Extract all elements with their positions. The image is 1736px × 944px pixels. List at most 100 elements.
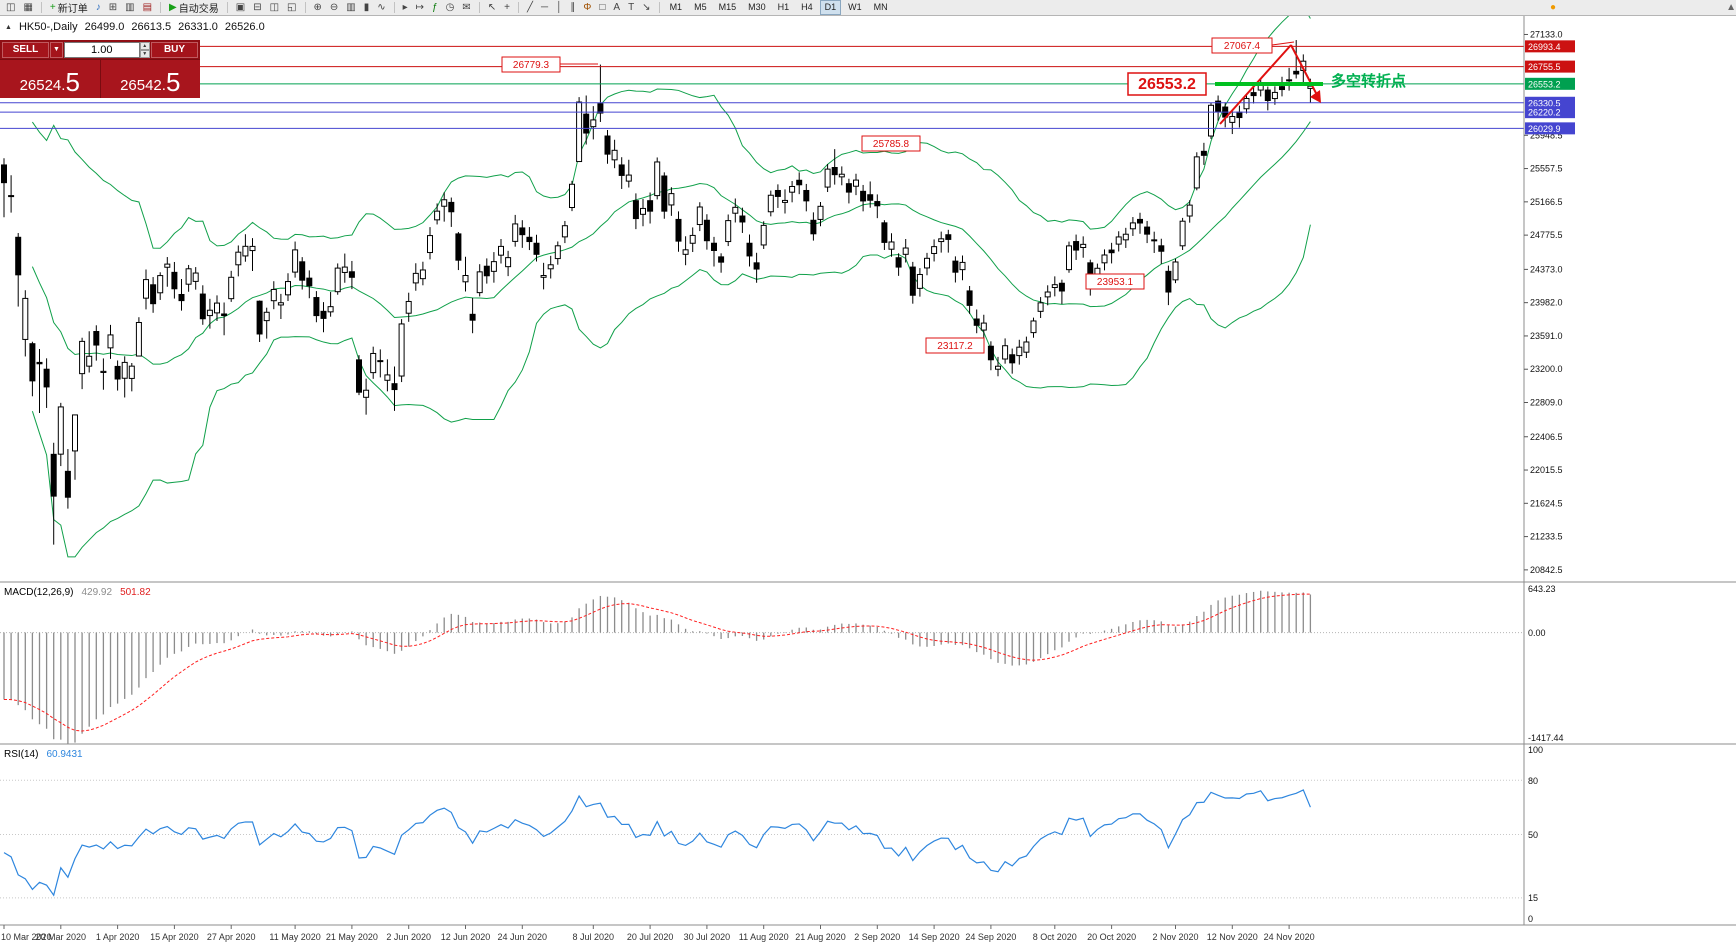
auto-scroll-icon[interactable]: ▸ xyxy=(400,1,411,15)
sound-alert-icon[interactable]: ♪ xyxy=(93,1,104,15)
svg-text:2 Jun 2020: 2 Jun 2020 xyxy=(386,932,431,942)
period-icon[interactable]: ◷ xyxy=(443,1,458,15)
navigator-icon[interactable]: ▤ xyxy=(140,1,155,15)
horizontal-line-icon[interactable]: ─ xyxy=(538,1,551,15)
crosshair-icon: + xyxy=(504,1,510,13)
trendline-icon: ╱ xyxy=(526,1,534,13)
svg-text:30 Jul 2020: 30 Jul 2020 xyxy=(684,932,731,942)
text-label-icon: T xyxy=(628,1,635,13)
cascade-windows-icon[interactable]: ▣ xyxy=(233,1,248,15)
chart-title-bar: ▲ HK50-,Daily 26499.0 26613.5 26331.0 26… xyxy=(5,21,265,33)
navigator-icon: ▤ xyxy=(142,1,153,13)
new-order-button[interactable]: + 新订单 xyxy=(47,1,91,16)
svg-text:26993.4: 26993.4 xyxy=(1528,42,1561,52)
svg-text:24373.0: 24373.0 xyxy=(1530,264,1563,274)
main-chart-pane[interactable] xyxy=(0,5,1524,558)
one-click-trading-panel: SELL ▼ ▲ ▼ BUY 26524.5 26542.5 xyxy=(0,40,200,98)
zoom-in-icon[interactable]: ⊕ xyxy=(311,1,325,15)
timeframe-m15[interactable]: M15 xyxy=(718,2,737,12)
timeframe-h4[interactable]: H4 xyxy=(801,2,813,12)
text-icon: A xyxy=(613,1,621,13)
price-callout xyxy=(501,56,561,73)
zoom-out-icon[interactable]: ⊖ xyxy=(327,1,341,15)
market-watch-icon[interactable]: ⊞ xyxy=(106,1,120,15)
svg-text:21 Aug 2020: 21 Aug 2020 xyxy=(795,932,846,942)
order-type-dropdown[interactable]: ▼ xyxy=(50,41,63,58)
auto-trading-button[interactable]: ▶ 自动交易 xyxy=(166,1,222,16)
volume-down-button[interactable]: ▼ xyxy=(139,49,150,58)
line-chart-icon[interactable]: ∿ xyxy=(374,1,388,15)
candlestick-chart-icon[interactable]: ▮ xyxy=(361,1,373,15)
vertical-line-icon[interactable]: │ xyxy=(553,1,565,15)
period-icon: ◷ xyxy=(445,1,455,13)
ohlc-close: 26526.0 xyxy=(224,21,265,33)
svg-text:24 Jun 2020: 24 Jun 2020 xyxy=(498,932,548,942)
rsi-pane xyxy=(0,779,1524,899)
timeframe-m1[interactable]: M1 xyxy=(669,2,683,12)
price-callout xyxy=(1085,273,1145,290)
svg-text:12 Jun 2020: 12 Jun 2020 xyxy=(441,932,491,942)
toolbar-separator xyxy=(160,2,162,13)
timeframe-m30[interactable]: M30 xyxy=(748,2,766,12)
arrange-icons-icon[interactable]: ◱ xyxy=(284,1,299,15)
line-chart-icon: ∿ xyxy=(377,1,386,13)
tile-vertical-icon[interactable]: ◫ xyxy=(267,1,282,15)
chart-shift-icon[interactable]: ↦ xyxy=(413,1,427,15)
svg-text:22015.5: 22015.5 xyxy=(1530,465,1563,475)
svg-text:22406.5: 22406.5 xyxy=(1530,432,1563,442)
svg-text:22809.0: 22809.0 xyxy=(1530,397,1563,407)
svg-text:20 Mar 2020: 20 Mar 2020 xyxy=(36,932,87,942)
tile-windows-icon[interactable]: ▦ xyxy=(20,1,35,15)
zoom-out-icon: ⊖ xyxy=(329,1,339,13)
panel-collapse-icon[interactable]: ▲ xyxy=(5,23,12,31)
svg-text:15 Apr 2020: 15 Apr 2020 xyxy=(150,932,199,942)
sell-price[interactable]: 26524. 5 xyxy=(19,66,80,97)
alerts-mail-icon[interactable]: ✉ xyxy=(459,1,473,15)
timeframe-m5[interactable]: M5 xyxy=(694,2,707,12)
chart-annotations: 26779.3 27067.4 26553.2 25785.8 23953.1 23117… xyxy=(501,37,1406,354)
tile-horizontal-icon[interactable]: ⊟ xyxy=(250,1,264,15)
crosshair-icon[interactable]: + xyxy=(501,1,513,15)
arrow-tools-icon[interactable]: ↘ xyxy=(639,1,653,15)
buy-button[interactable]: BUY xyxy=(151,41,198,58)
arrange-icons-icon: ◱ xyxy=(287,1,297,13)
cascade-windows-icon: ▣ xyxy=(235,1,246,13)
svg-text:27 Apr 2020: 27 Apr 2020 xyxy=(207,932,256,942)
volume-up-button[interactable]: ▲ xyxy=(139,41,150,50)
equidistant-channel-icon[interactable]: ∥ xyxy=(567,1,578,15)
trendline-icon[interactable]: ╱ xyxy=(524,1,536,15)
volume-spinner: ▲ ▼ xyxy=(139,41,150,58)
indicators-icon[interactable]: ƒ xyxy=(429,1,441,15)
cursor-icon[interactable]: ↖ xyxy=(485,1,499,15)
price-callout xyxy=(1211,37,1273,54)
sell-button[interactable]: SELL xyxy=(2,41,49,58)
timeframe-w1[interactable]: W1 xyxy=(848,2,862,12)
text-label-icon[interactable]: T xyxy=(625,1,637,15)
svg-text:26553.2: 26553.2 xyxy=(1138,76,1196,93)
price-axis[interactable]: 27133.0 25948.5 25557.5 25166.5 24775.5 24373… xyxy=(0,16,1736,926)
rsi-axis-50: 50 xyxy=(1528,830,1538,840)
timeframe-mn[interactable]: MN xyxy=(873,2,888,12)
shapes-icon[interactable]: □ xyxy=(596,1,608,15)
fibonacci-icon[interactable]: Φ xyxy=(580,1,594,15)
bar-chart-icon[interactable]: ▥ xyxy=(343,1,358,15)
timeframe-d1[interactable]: D1 xyxy=(819,0,842,15)
community-icon[interactable]: ● xyxy=(1547,1,1559,15)
market-watch-icon: ⊞ xyxy=(108,1,118,13)
svg-text:25948.5: 25948.5 xyxy=(1530,130,1563,140)
toolbar-separator xyxy=(478,2,480,13)
chart-window-icon[interactable]: ◫ xyxy=(3,1,18,15)
svg-text:11 May 2020: 11 May 2020 xyxy=(269,932,320,942)
timeframe-h1[interactable]: H1 xyxy=(777,2,790,12)
buy-price[interactable]: 26542. 5 xyxy=(120,66,181,97)
volume-input[interactable] xyxy=(64,41,140,58)
rsi-axis-100: 100 xyxy=(1528,745,1543,755)
macd-main-value: 429.92 xyxy=(81,587,112,598)
data-window-icon[interactable]: ▥ xyxy=(122,1,137,15)
scroll-up-icon[interactable]: ▲ xyxy=(1723,1,1736,15)
macd-axis-min: -1417.44 xyxy=(1528,733,1564,743)
vertical-line-icon: │ xyxy=(556,1,563,13)
text-icon[interactable]: A xyxy=(610,1,623,15)
chart-shift-icon: ↦ xyxy=(415,1,425,13)
